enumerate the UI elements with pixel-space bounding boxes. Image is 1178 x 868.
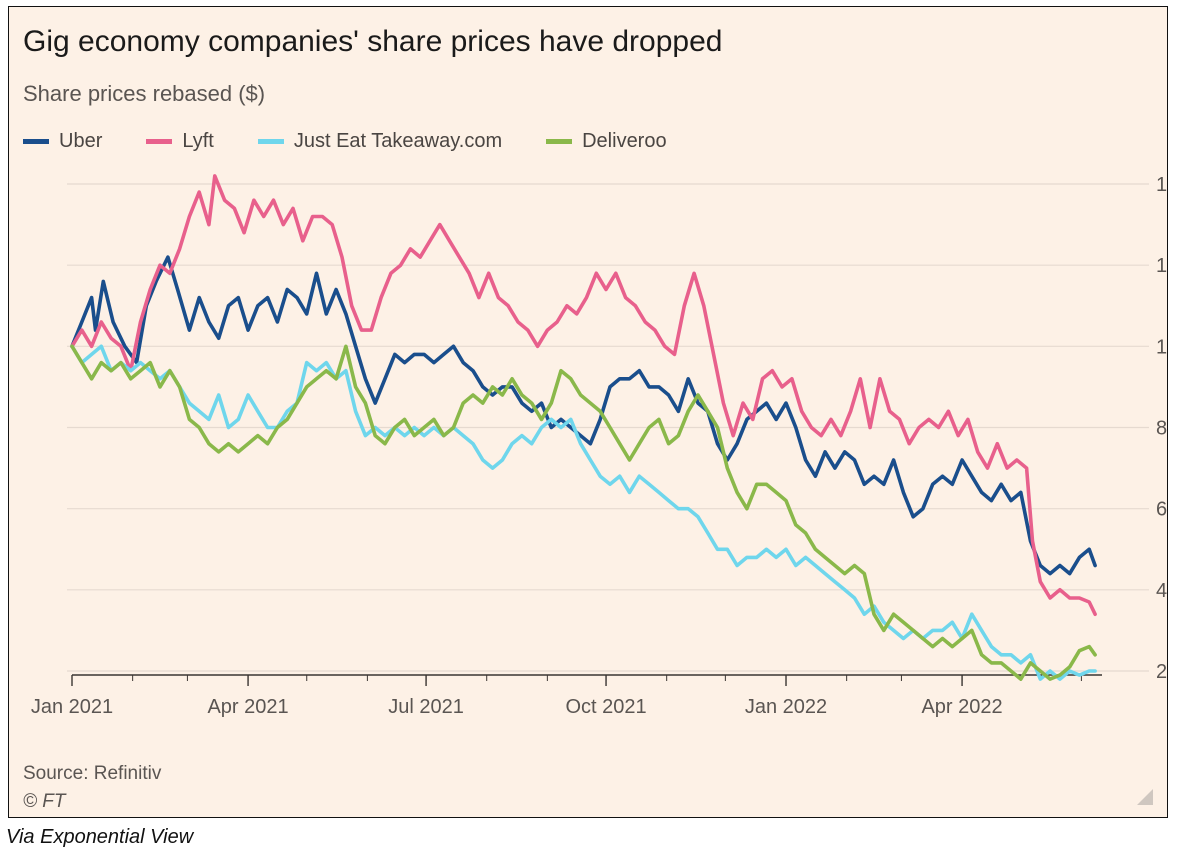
image-caption: Via Exponential View [6,826,194,848]
legend-label-lyft: Lyft [182,129,214,152]
series-line-lyft [70,174,1097,616]
legend-item-lyft: Lyft [146,130,214,153]
y-tick-label: 140 [1156,174,1167,196]
y-tick-label: 60 [1156,499,1167,521]
resize-grip-icon [1137,789,1153,805]
x-tick-label: Jul 2021 [388,696,464,718]
legend-swatch-deliveroo [546,138,573,144]
legend-label-deliveroo: Deliveroo [582,129,667,152]
y-tick-label: 80 [1156,418,1167,440]
legend-label-just-eat: Just Eat Takeaway.com [293,129,503,152]
legend-swatch-just-eat [257,138,284,144]
x-tick-label: Oct 2021 [565,696,646,718]
legend-label-uber: Uber [59,129,103,152]
x-tick-label: Jan 2021 [31,696,113,718]
series-line-just-eat-takeaway-com [70,344,1097,681]
y-tick-label: 20 [1156,661,1167,683]
legend: Uber Lyft Just Eat Takeaway.com Delivero… [23,127,711,155]
y-tick-label: 100 [1156,336,1167,358]
legend-swatch-uber [23,138,49,144]
chart-subtitle: Share prices rebased ($) [23,81,266,106]
copyright-note: © FT [23,791,66,812]
line-chart-plot: 20 40 60 80 100 120 140 Jan 2021 Apr 2021 Jul 202… [31,174,1167,718]
chart-title: Gig economy companies' share prices have… [23,25,723,58]
x-tick-label: Apr 2021 [207,696,288,718]
x-tick-label: Apr 2022 [921,696,1002,718]
legend-item-deliveroo: Deliveroo [546,129,667,153]
series-line-deliveroo [70,344,1097,681]
chart-card: Gig economy companies' share prices have… [8,6,1168,818]
legend-item-just-eat: Just Eat Takeaway.com [257,129,503,153]
y-tick-label: 40 [1156,580,1167,602]
legend-item-uber: Uber [23,130,102,153]
source-note: Source: Refinitiv [23,763,162,784]
y-tick-label: 120 [1156,255,1167,277]
legend-swatch-lyft [146,138,173,144]
x-tick-label: Jan 2022 [745,696,827,718]
series-line-uber [70,255,1097,576]
